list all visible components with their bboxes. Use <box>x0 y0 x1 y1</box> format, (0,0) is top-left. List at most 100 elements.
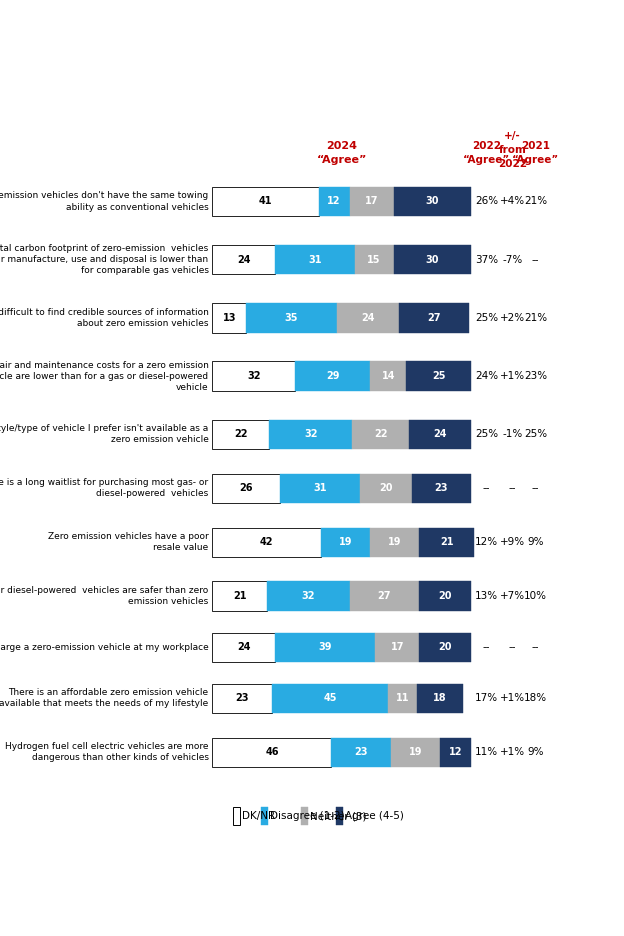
Bar <box>213 474 280 503</box>
Bar <box>213 683 272 713</box>
Text: 2022: 2022 <box>498 159 527 169</box>
Bar <box>213 528 321 557</box>
Bar <box>213 245 275 274</box>
Bar <box>270 419 352 449</box>
Text: 13%: 13% <box>475 592 498 601</box>
Text: Neither (3): Neither (3) <box>310 812 367 821</box>
Text: 32: 32 <box>247 371 261 381</box>
Bar <box>213 581 267 611</box>
Text: 9%: 9% <box>527 747 544 757</box>
Text: 24: 24 <box>433 430 447 439</box>
Bar <box>275 245 354 274</box>
Text: 14: 14 <box>382 371 395 381</box>
Text: +7%: +7% <box>500 592 525 601</box>
Bar <box>399 303 469 332</box>
Text: 21%: 21% <box>524 197 547 207</box>
Bar <box>354 245 394 274</box>
Bar <box>376 633 419 662</box>
Text: 31: 31 <box>313 483 326 493</box>
Text: --: -- <box>532 255 540 265</box>
Text: --: -- <box>532 483 540 493</box>
Text: There is a long waitlist for purchasing most gas- or
diesel-powered  vehicles: There is a long waitlist for purchasing … <box>0 478 208 498</box>
Text: --: -- <box>532 642 540 652</box>
Text: 9%: 9% <box>527 537 544 548</box>
Text: 2021: 2021 <box>521 140 550 151</box>
Text: 2022: 2022 <box>472 140 501 151</box>
Text: 32: 32 <box>301 592 315 601</box>
Text: 22: 22 <box>374 430 388 439</box>
Text: I can charge a zero-emission vehicle at my workplace: I can charge a zero-emission vehicle at … <box>0 643 208 651</box>
Bar <box>213 187 318 216</box>
Bar <box>318 187 349 216</box>
Text: 46: 46 <box>265 747 279 757</box>
Bar <box>419 528 474 557</box>
Text: 18: 18 <box>433 694 447 704</box>
Text: -1%: -1% <box>502 430 522 439</box>
Bar <box>349 581 419 611</box>
Text: --: -- <box>509 642 516 652</box>
Text: 15: 15 <box>368 255 381 265</box>
Text: 21: 21 <box>440 537 453 548</box>
Text: 19: 19 <box>388 537 402 548</box>
Text: 20: 20 <box>439 642 452 652</box>
Text: Gas or diesel-powered  vehicles are safer than zero
emission vehicles: Gas or diesel-powered vehicles are safer… <box>0 586 208 607</box>
Text: The style/type of vehicle I prefer isn't available as a
zero emission vehicle: The style/type of vehicle I prefer isn't… <box>0 424 208 445</box>
Text: from: from <box>499 145 527 155</box>
Text: 39: 39 <box>318 642 332 652</box>
Text: 41: 41 <box>259 197 272 207</box>
Bar <box>321 528 370 557</box>
Text: 24%: 24% <box>475 371 498 381</box>
Bar <box>233 807 240 826</box>
Text: 22: 22 <box>234 430 248 439</box>
Text: 37%: 37% <box>475 255 498 265</box>
Text: --: -- <box>483 642 490 652</box>
Text: The repair and maintenance costs for a zero emission
vehicle are lower than for : The repair and maintenance costs for a z… <box>0 360 208 391</box>
Bar <box>412 474 471 503</box>
Text: 29: 29 <box>326 371 339 381</box>
Text: 26%: 26% <box>475 197 498 207</box>
Bar <box>295 361 370 391</box>
Text: 24: 24 <box>236 255 250 265</box>
Text: 23: 23 <box>354 747 368 757</box>
Text: 25%: 25% <box>475 313 498 323</box>
Text: 20: 20 <box>379 483 392 493</box>
Text: +1%: +1% <box>500 371 525 381</box>
Bar <box>417 683 464 713</box>
Text: Zero-emission vehicles don't have the same towing
ability as conventional vehicl: Zero-emission vehicles don't have the sa… <box>0 192 208 212</box>
Text: 12%: 12% <box>475 537 498 548</box>
Text: Hydrogen fuel cell electric vehicles are more
dangerous than other kinds of vehi: Hydrogen fuel cell electric vehicles are… <box>5 742 208 763</box>
Text: 42: 42 <box>260 537 273 548</box>
Text: 23: 23 <box>434 483 448 493</box>
Bar <box>391 738 440 768</box>
Text: +1%: +1% <box>500 747 525 757</box>
Text: The total carbon footprint of zero-emission  vehicles
over their manufacture, us: The total carbon footprint of zero-emiss… <box>0 244 208 275</box>
Text: Disagree (1-2): Disagree (1-2) <box>270 812 344 821</box>
Text: 23: 23 <box>235 694 249 704</box>
Text: 25: 25 <box>432 371 446 381</box>
Bar <box>419 581 471 611</box>
Text: 13: 13 <box>223 313 236 323</box>
Text: 19: 19 <box>409 747 422 757</box>
Text: “Agree”: “Agree” <box>316 155 367 166</box>
Text: 17: 17 <box>391 642 404 652</box>
Bar <box>213 738 331 768</box>
Bar <box>213 361 295 391</box>
Text: 21: 21 <box>233 592 246 601</box>
Text: +/-: +/- <box>504 131 521 141</box>
Bar <box>246 303 336 332</box>
Text: It is difficult to find credible sources of information
about zero emission vehi: It is difficult to find credible sources… <box>0 308 208 328</box>
Text: 18%: 18% <box>524 694 547 704</box>
Bar <box>419 633 471 662</box>
Text: 2024: 2024 <box>326 140 358 151</box>
Text: 12: 12 <box>327 197 341 207</box>
Text: +1%: +1% <box>500 694 525 704</box>
Text: 27: 27 <box>427 313 441 323</box>
Text: +4%: +4% <box>500 197 525 207</box>
Bar <box>213 419 270 449</box>
Text: --: -- <box>483 483 490 493</box>
Bar <box>280 474 360 503</box>
Bar <box>370 528 419 557</box>
Text: --: -- <box>509 483 516 493</box>
Text: 24: 24 <box>236 642 250 652</box>
Bar <box>388 683 417 713</box>
